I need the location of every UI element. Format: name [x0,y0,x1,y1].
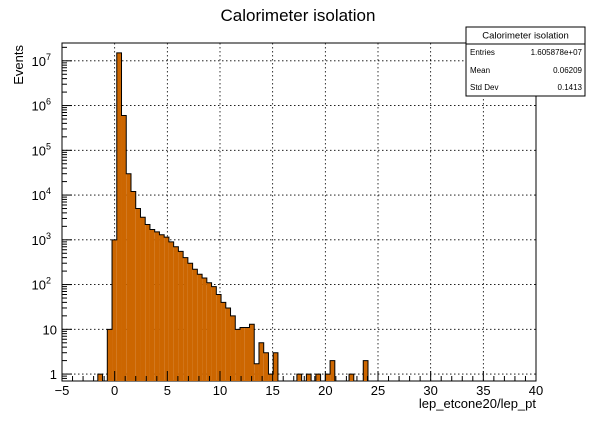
x-tick-label: −5 [55,383,70,398]
x-tick-label: 25 [371,383,385,398]
histogram-bar [126,174,131,381]
histogram-bar [226,308,231,381]
histogram-bar [150,230,155,381]
histogram-bar [117,53,122,381]
x-tick-label: 20 [318,383,332,398]
chart-title: Calorimeter isolation [221,6,376,25]
stats-stddev-value: 0.1413 [558,83,583,92]
stats-title: Calorimeter isolation [482,31,569,42]
histogram-bar [273,353,278,381]
stats-stddev-label: Std Dev [470,83,498,92]
histogram-bar [98,374,103,381]
x-tick-label: 10 [213,383,227,398]
histogram-bar [231,316,236,381]
stats-box: Calorimeter isolation Entries 1.605878e+… [466,27,585,96]
stats-entries-value: 1.605878e+07 [531,48,583,57]
y-tick-label: 105 [32,141,51,158]
histogram-bar [235,329,240,381]
x-tick-label: 5 [164,383,171,398]
y-tick-label: 106 [32,97,51,114]
histogram-bar [316,374,321,381]
histogram-bar [188,263,193,381]
histogram-bar [306,374,311,381]
histogram-bar [193,269,198,381]
histogram-bar [174,247,179,381]
stats-mean-value: 0.06209 [553,66,582,75]
histogram-bar [212,287,217,381]
stats-mean-label: Mean [470,66,490,75]
y-tick-label: 104 [32,186,51,203]
histogram-bar [169,242,174,381]
histogram-bar [112,240,117,381]
histogram-bar [197,274,202,381]
histogram-bar [245,327,250,381]
histogram-bar [183,258,188,381]
histogram-bars [98,53,368,381]
histogram-bar [349,374,354,381]
histogram-bar [202,278,207,381]
y-tick-label: 10 [43,322,57,337]
x-tick-label: 15 [265,383,279,398]
histogram-bar [122,115,127,381]
histogram-bar [216,294,221,381]
histogram-bar [240,327,245,381]
histogram-bar [325,374,330,381]
histogram-bar [264,353,269,381]
histogram-bar [164,237,169,381]
y-axis-title: Events [11,45,26,85]
histogram-bar [140,217,145,381]
histogram-bar [207,283,212,381]
stats-entries-label: Entries [470,48,495,57]
histogram-bar [249,324,254,381]
y-tick-label: 102 [32,276,51,293]
histogram-bar [131,192,136,381]
histogram-bar [330,361,335,381]
y-tick-label: 107 [32,52,51,69]
histogram-bar [145,224,150,381]
histogram-bar [254,364,259,381]
histogram-bar [178,251,183,381]
y-tick-label: 103 [32,231,51,248]
y-tick-label: 1 [50,367,57,382]
histogram-bar [159,235,164,381]
histogram-bar [136,209,141,381]
histogram-bar [155,232,160,381]
histogram-bar [259,343,264,381]
histogram-bar [107,329,112,381]
x-axis-title: lep_etcone20/lep_pt [419,396,536,411]
x-tick-label: 0 [111,383,118,398]
histogram-bar [297,374,302,381]
histogram-bar [221,302,226,381]
